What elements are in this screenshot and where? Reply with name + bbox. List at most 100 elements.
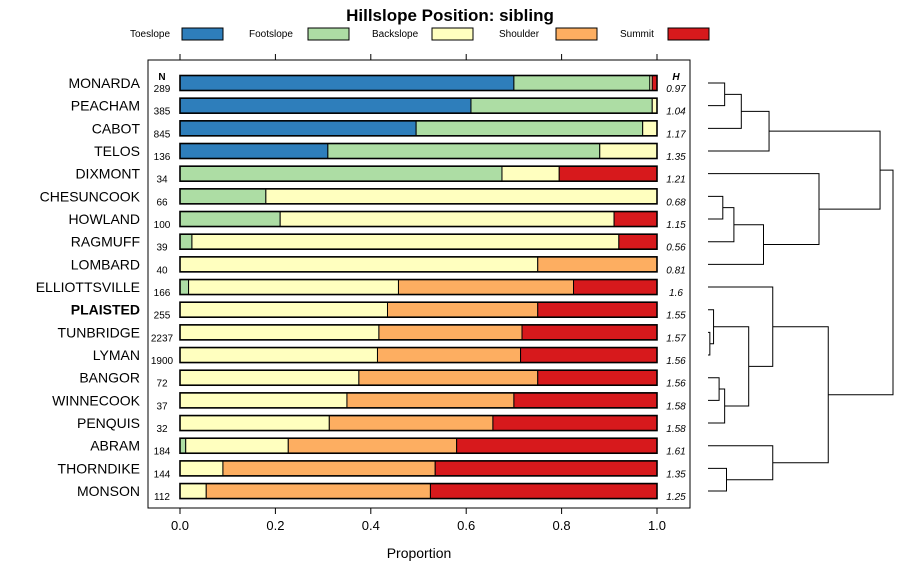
dendrogram-link — [708, 195, 724, 220]
row-n-value: 2237 — [151, 333, 174, 344]
row-dixmont: DIXMONT 34 1.21 — [75, 165, 686, 186]
bar-segment-footslope — [179, 437, 187, 454]
row-n-value: 37 — [156, 401, 168, 412]
x-tick-label: 1.0 — [648, 518, 666, 533]
row-n-value: 72 — [156, 379, 168, 390]
row-h-value: 0.68 — [666, 197, 686, 208]
bar-outline — [179, 301, 658, 319]
bar-segment-backslope — [188, 279, 399, 296]
bar-segment-backslope — [501, 165, 560, 182]
row-h-value: 1.58 — [666, 401, 686, 412]
bar-segment-backslope — [179, 415, 330, 432]
legend-swatch-backslope — [431, 27, 474, 41]
x-axis-label: Proportion — [387, 545, 452, 561]
x-tick-label: 0.2 — [266, 518, 284, 533]
row-peacham: PEACHAM 385 1.04 — [71, 97, 686, 118]
legend-swatch-toeslope — [181, 27, 224, 41]
row-elliottsville: ELLIOTTSVILLE 166 1.6 — [36, 278, 683, 299]
row-n-value: 255 — [154, 311, 171, 322]
row-n-value: 184 — [154, 447, 171, 458]
bar-segment-backslope — [179, 301, 388, 318]
legend-swatch-footslope — [307, 27, 350, 41]
row-label: LOMBARD — [71, 256, 140, 272]
row-h-value: 1.17 — [666, 129, 686, 140]
bar-outline — [179, 97, 658, 114]
row-n-value: 100 — [154, 220, 171, 231]
row-h-value: 1.57 — [666, 333, 686, 344]
row-h-value: 1.21 — [666, 175, 685, 186]
bar-segment-toeslope — [179, 143, 329, 160]
row-n-value: 166 — [154, 288, 171, 299]
legend: Toeslope Footslope Backslope Shoulder Summit — [130, 27, 710, 41]
bar-segment-shoulder — [287, 437, 458, 454]
bar-segment-backslope — [599, 143, 658, 160]
dendrogram-link — [708, 377, 720, 401]
bar-outline — [179, 346, 658, 364]
dendrogram-link — [708, 331, 711, 356]
row-thorndike: THORNDIKE 144 1.35 — [58, 460, 686, 480]
bar-outline — [179, 324, 658, 341]
bar-segment-shoulder — [397, 279, 575, 296]
row-label: LYMAN — [93, 347, 140, 363]
row-h-value: 1.56 — [666, 379, 686, 390]
row-n-value: 289 — [154, 84, 171, 95]
bar-segment-shoulder — [386, 301, 539, 318]
row-n-value: 136 — [154, 152, 171, 163]
bar-segment-backslope — [185, 437, 289, 454]
bar-rows: MONARDA 289 0.97 PEACHAM 385 1.04 CABOT 845 1.17… — [36, 74, 686, 503]
bar-outline — [179, 369, 658, 387]
row-n-value: 845 — [154, 129, 171, 140]
bar-segment-backslope — [279, 211, 615, 228]
row-label: MONARDA — [68, 75, 140, 91]
x-tick-label: 0.6 — [457, 518, 475, 533]
bar-outline — [179, 482, 658, 500]
row-n-value: 34 — [156, 175, 168, 186]
bar-segment-summit — [558, 165, 658, 182]
row-label: RAGMUFF — [71, 234, 140, 250]
bar-segment-toeslope — [179, 75, 515, 91]
row-n-value: 40 — [156, 265, 168, 276]
bar-segment-footslope — [179, 211, 281, 228]
row-n-value: 32 — [156, 424, 168, 435]
row-h-value: 1.61 — [666, 447, 685, 458]
row-label: PEACHAM — [71, 98, 140, 114]
bar-outline — [179, 278, 658, 296]
row-n-value: 385 — [154, 107, 171, 118]
bar-segment-footslope — [179, 188, 267, 205]
x-tick-label: 0.4 — [362, 518, 380, 533]
row-label: DIXMONT — [75, 166, 140, 182]
bar-segment-shoulder — [537, 256, 658, 273]
row-label: BANGOR — [79, 370, 140, 386]
bar-segment-summit — [429, 483, 658, 500]
h-column-header: H — [672, 72, 680, 83]
legend-label-backslope: Backslope — [372, 29, 419, 40]
bar-segment-footslope — [179, 279, 190, 296]
row-label: HOWLAND — [68, 211, 140, 227]
bar-segment-summit — [618, 233, 658, 250]
bar-segment-shoulder — [376, 347, 522, 364]
legend-label-shoulder: Shoulder — [499, 29, 540, 40]
row-h-value: 0.56 — [666, 243, 686, 254]
dendrogram-link — [772, 326, 829, 464]
bar-segment-summit — [537, 369, 658, 386]
bar-outline — [179, 188, 658, 205]
row-n-value: 66 — [156, 197, 168, 208]
x-tick-label: 0.8 — [553, 518, 571, 533]
row-h-value: 1.25 — [666, 492, 686, 503]
row-h-value: 1.15 — [666, 220, 686, 231]
bar-segment-footslope — [179, 233, 193, 250]
n-column-header: N — [158, 72, 165, 83]
bar-segment-summit — [456, 437, 658, 454]
row-abram: ABRAM 184 1.61 — [90, 437, 686, 458]
dendrogram-link — [708, 110, 770, 152]
row-telos: TELOS 136 1.35 — [94, 142, 686, 163]
bar-outline — [179, 74, 658, 92]
row-label: ABRAM — [90, 438, 140, 454]
legend-label-summit: Summit — [620, 29, 654, 40]
row-cabot: CABOT 845 1.17 — [92, 120, 686, 140]
bar-segment-summit — [434, 460, 658, 477]
row-n-value: 39 — [156, 243, 168, 254]
bar-segment-backslope — [642, 120, 658, 137]
dendrogram-link — [708, 467, 727, 492]
